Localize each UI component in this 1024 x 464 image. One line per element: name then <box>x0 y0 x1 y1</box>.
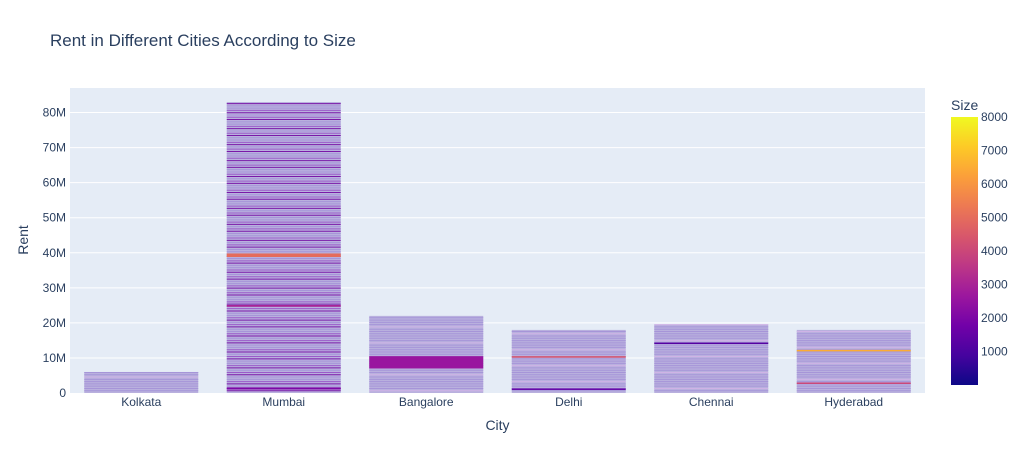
colorbar-tick-label: 5000 <box>981 211 1008 225</box>
size-segment <box>511 388 626 390</box>
colorbar-tick-label: 3000 <box>981 278 1008 292</box>
size-segment <box>226 305 341 307</box>
y-tick-label: 10M <box>43 351 66 365</box>
chart-title: Rent in Different Cities According to Si… <box>50 31 356 50</box>
colorbar-tick-label: 6000 <box>981 177 1008 191</box>
colorbar-tick-label: 4000 <box>981 244 1008 258</box>
bar-bangalore <box>369 315 484 393</box>
colorbar-tick-label: 8000 <box>981 110 1008 124</box>
x-tick-label: Mumbai <box>262 395 305 409</box>
size-segment <box>226 253 341 257</box>
x-tick-label: Kolkata <box>121 395 161 409</box>
size-segment <box>796 349 911 352</box>
x-axis-title: City <box>485 417 509 433</box>
bar-hyderabad <box>796 329 911 393</box>
bar-mumbai <box>226 102 341 394</box>
size-segment <box>511 356 626 358</box>
size-segment <box>369 356 484 369</box>
y-tick-label: 80M <box>43 106 66 120</box>
colorbar-gradient <box>951 117 978 385</box>
colorbar-title: Size <box>951 97 978 113</box>
y-tick-label: 30M <box>43 281 66 295</box>
bar-chennai <box>654 324 769 393</box>
x-tick-label: Hyderabad <box>824 395 883 409</box>
colorbar-ticks: 1000 2000 3000 4000 5000 6000 7000 8000 <box>981 110 1008 359</box>
bars <box>84 102 911 394</box>
x-tick-label: Bangalore <box>399 395 454 409</box>
x-tick-label: Delhi <box>555 395 582 409</box>
plot-area <box>70 88 925 393</box>
colorbar-tick-label: 7000 <box>981 144 1008 158</box>
bar-kolkata <box>84 371 199 393</box>
y-tick-label: 40M <box>43 246 66 260</box>
x-axis-ticks: Kolkata Mumbai Bangalore Delhi Chennai Hydera… <box>121 395 883 409</box>
size-segment <box>226 387 341 390</box>
y-tick-label: 70M <box>43 141 66 155</box>
size-segment <box>654 342 769 345</box>
y-tick-label: 50M <box>43 211 66 225</box>
gridlines <box>70 112 925 359</box>
colorbar: Size 1000 2000 3000 4000 5000 6000 7000 8000 <box>951 97 1008 385</box>
colorbar-tick-label: 2000 <box>981 311 1008 325</box>
size-segment <box>796 382 911 384</box>
x-tick-label: Chennai <box>689 395 734 409</box>
y-tick-label: 0 <box>59 386 66 400</box>
bar-delhi <box>511 329 626 393</box>
y-tick-label: 60M <box>43 176 66 190</box>
y-axis-ticks: 0 10M 20M 30M 40M 50M 60M 70M 80M <box>43 106 67 400</box>
colorbar-tick-label: 1000 <box>981 345 1008 359</box>
y-axis-title: Rent <box>15 225 31 255</box>
y-tick-label: 20M <box>43 316 66 330</box>
